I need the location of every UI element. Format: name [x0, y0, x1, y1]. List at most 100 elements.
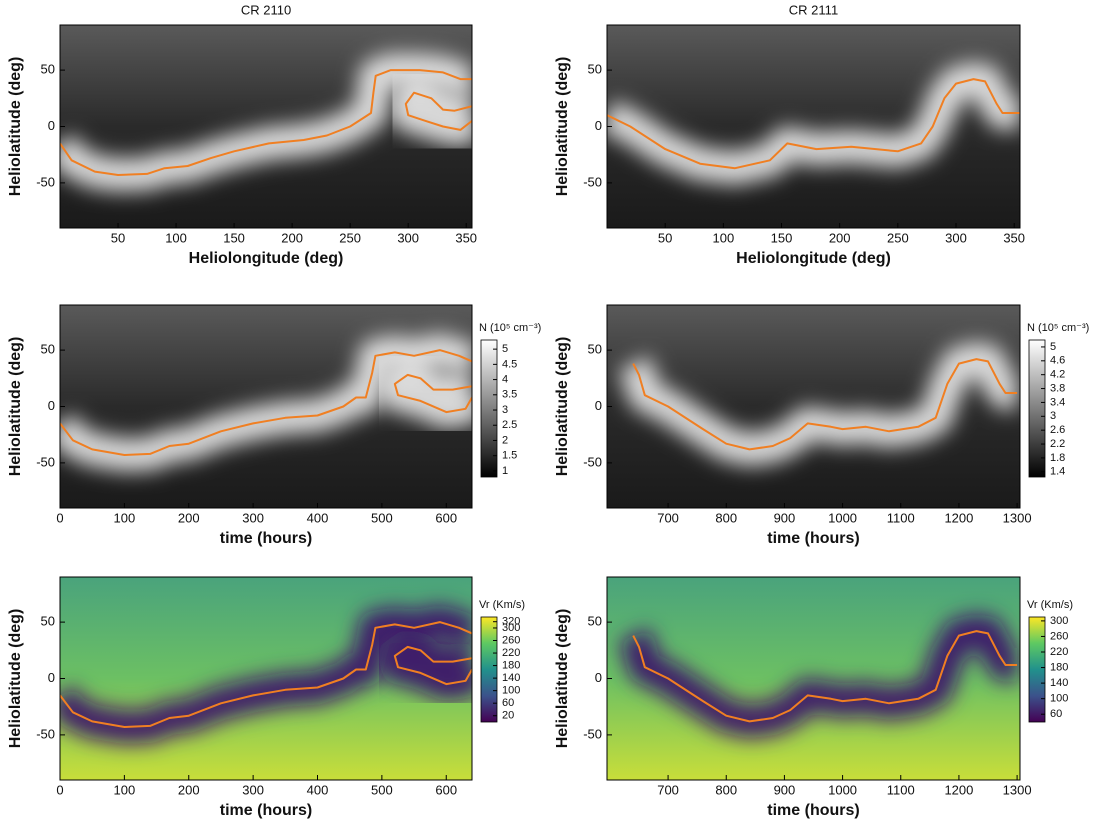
x-tick-label: 300 [945, 230, 967, 245]
x-tick-label: 300 [397, 230, 419, 245]
y-tick-label: 0 [595, 398, 602, 413]
x-tick-label: 700 [657, 782, 679, 797]
y-tick-label: 0 [595, 118, 602, 133]
heatmap-area [618, 342, 1020, 467]
x-tick-label: 1300 [1003, 782, 1032, 797]
neutral-line [60, 349, 472, 456]
colorbar-tick-label: 4.6 [1050, 355, 1065, 367]
y-axis-label: Heliolatitude (deg) [7, 57, 24, 197]
colorbar-tick-label: 1.8 [1050, 452, 1065, 464]
colorbar-tick-label: 4 [502, 373, 508, 385]
colorbar [480, 339, 498, 478]
y-tick-label: 0 [48, 670, 55, 685]
panel-title: CR 2111 [789, 2, 838, 17]
colorbar-tick-label: 1.4 [1050, 466, 1065, 478]
x-tick-label: 1300 [1003, 510, 1032, 525]
x-tick-label: 350 [1003, 230, 1025, 245]
colorbar-tick-label: 100 [502, 685, 520, 697]
colorbar-tick-label: 300 [502, 622, 520, 634]
colorbar-tick-label: 260 [1050, 630, 1068, 642]
colorbar-label: N (10⁵ cm⁻³) [1027, 322, 1089, 334]
x-tick-label: 300 [242, 510, 264, 525]
y-tick-label: 50 [588, 62, 602, 77]
neutral-line [60, 69, 472, 176]
x-tick-label: 400 [307, 510, 329, 525]
y-axis-label: Heliolatitude (deg) [554, 57, 571, 197]
y-tick-label: 50 [41, 62, 55, 77]
colorbar-tick-label: 2.2 [1050, 438, 1065, 450]
y-axis-label: Heliolatitude (deg) [7, 337, 24, 477]
x-tick-label: 200 [829, 230, 851, 245]
x-tick-label: 100 [114, 510, 136, 525]
panel: 50 100 150 200 250 300 350 -50 0 50 CR 2111 Heliolo… [554, 2, 1025, 267]
x-tick-label: 500 [371, 510, 393, 525]
panel: 700 800 900 1000 1100 1200 1300 -50 0 50 time (hou… [554, 304, 1089, 547]
colorbar-tick-label: 220 [502, 647, 520, 659]
x-tick-label: 800 [715, 510, 737, 525]
panel: 0 100 200 300 400 500 600 -50 0 50 time (hours) Hel… [7, 576, 525, 819]
x-tick-label: 300 [242, 782, 264, 797]
x-tick-label: 150 [771, 230, 793, 245]
y-tick-label: -50 [583, 174, 602, 189]
x-tick-label: 1100 [887, 510, 915, 525]
x-tick-label: 100 [712, 230, 734, 245]
x-axis-label: time (hours) [767, 802, 859, 819]
colorbar-tick-label: 180 [502, 659, 520, 671]
x-tick-label: 1000 [828, 510, 857, 525]
y-tick-label: 50 [588, 614, 602, 629]
x-tick-label: 500 [371, 782, 393, 797]
colorbar-tick-label: 60 [502, 697, 514, 709]
y-tick-label: 50 [41, 342, 55, 357]
heatmap-area [60, 53, 472, 192]
colorbar-tick-label: 2.5 [502, 419, 517, 431]
x-tick-label: 200 [178, 782, 200, 797]
x-tick-label: 0 [56, 782, 63, 797]
y-tick-label: 50 [41, 614, 55, 629]
colorbar-tick-label: 5 [502, 343, 508, 355]
colorbar-tick-label: 1 [502, 465, 508, 477]
x-tick-label: 350 [455, 230, 477, 245]
y-tick-label: 0 [48, 118, 55, 133]
x-tick-label: 50 [658, 230, 672, 245]
heatmap-area [607, 62, 1020, 186]
colorbar-tick-label: 320 [502, 616, 520, 628]
y-tick-label: 0 [595, 670, 602, 685]
neutral-line [404, 91, 472, 131]
colorbar-label: Vr (Km/s) [479, 599, 525, 611]
colorbar-tick-label: 4.2 [1050, 369, 1065, 381]
neutral-line [607, 78, 1020, 170]
heatmap-area [60, 605, 472, 744]
x-tick-label: 150 [223, 230, 245, 245]
neutral-line [632, 630, 1018, 723]
x-tick-label: 1000 [828, 782, 857, 797]
panel: 700 800 900 1000 1100 1200 1300 -50 0 50 time (hou… [554, 576, 1073, 819]
colorbar-tick-label: 1.5 [502, 450, 517, 462]
x-tick-label: 100 [165, 230, 187, 245]
colorbar-tick-label: 3.5 [502, 389, 517, 401]
y-tick-label: -50 [36, 454, 55, 469]
x-tick-label: 0 [56, 510, 63, 525]
x-tick-label: 600 [435, 782, 457, 797]
y-tick-label: 50 [588, 342, 602, 357]
colorbar-tick-label: 2 [502, 434, 508, 446]
colorbar-label: Vr (Km/s) [1027, 599, 1073, 611]
colorbar-tick-label: 220 [1050, 646, 1068, 658]
colorbar [1028, 616, 1046, 723]
x-tick-label: 200 [281, 230, 303, 245]
neutral-line [393, 645, 472, 686]
x-tick-label: 1100 [887, 782, 915, 797]
x-axis-label: time (hours) [767, 530, 859, 547]
x-tick-label: 900 [774, 782, 796, 797]
neutral-line [393, 373, 472, 414]
colorbar-tick-label: 20 [502, 710, 514, 722]
colorbar-tick-label: 5 [1050, 341, 1056, 353]
colorbar-tick-label: 2.6 [1050, 424, 1065, 436]
colorbar-tick-label: 140 [502, 672, 520, 684]
x-tick-label: 700 [657, 510, 679, 525]
panel-title: CR 2110 [241, 2, 291, 17]
y-axis-label: Heliolatitude (deg) [7, 609, 24, 749]
colorbar-tick-label: 3 [502, 404, 508, 416]
x-tick-label: 600 [435, 510, 457, 525]
colorbar-tick-label: 60 [1050, 708, 1062, 720]
